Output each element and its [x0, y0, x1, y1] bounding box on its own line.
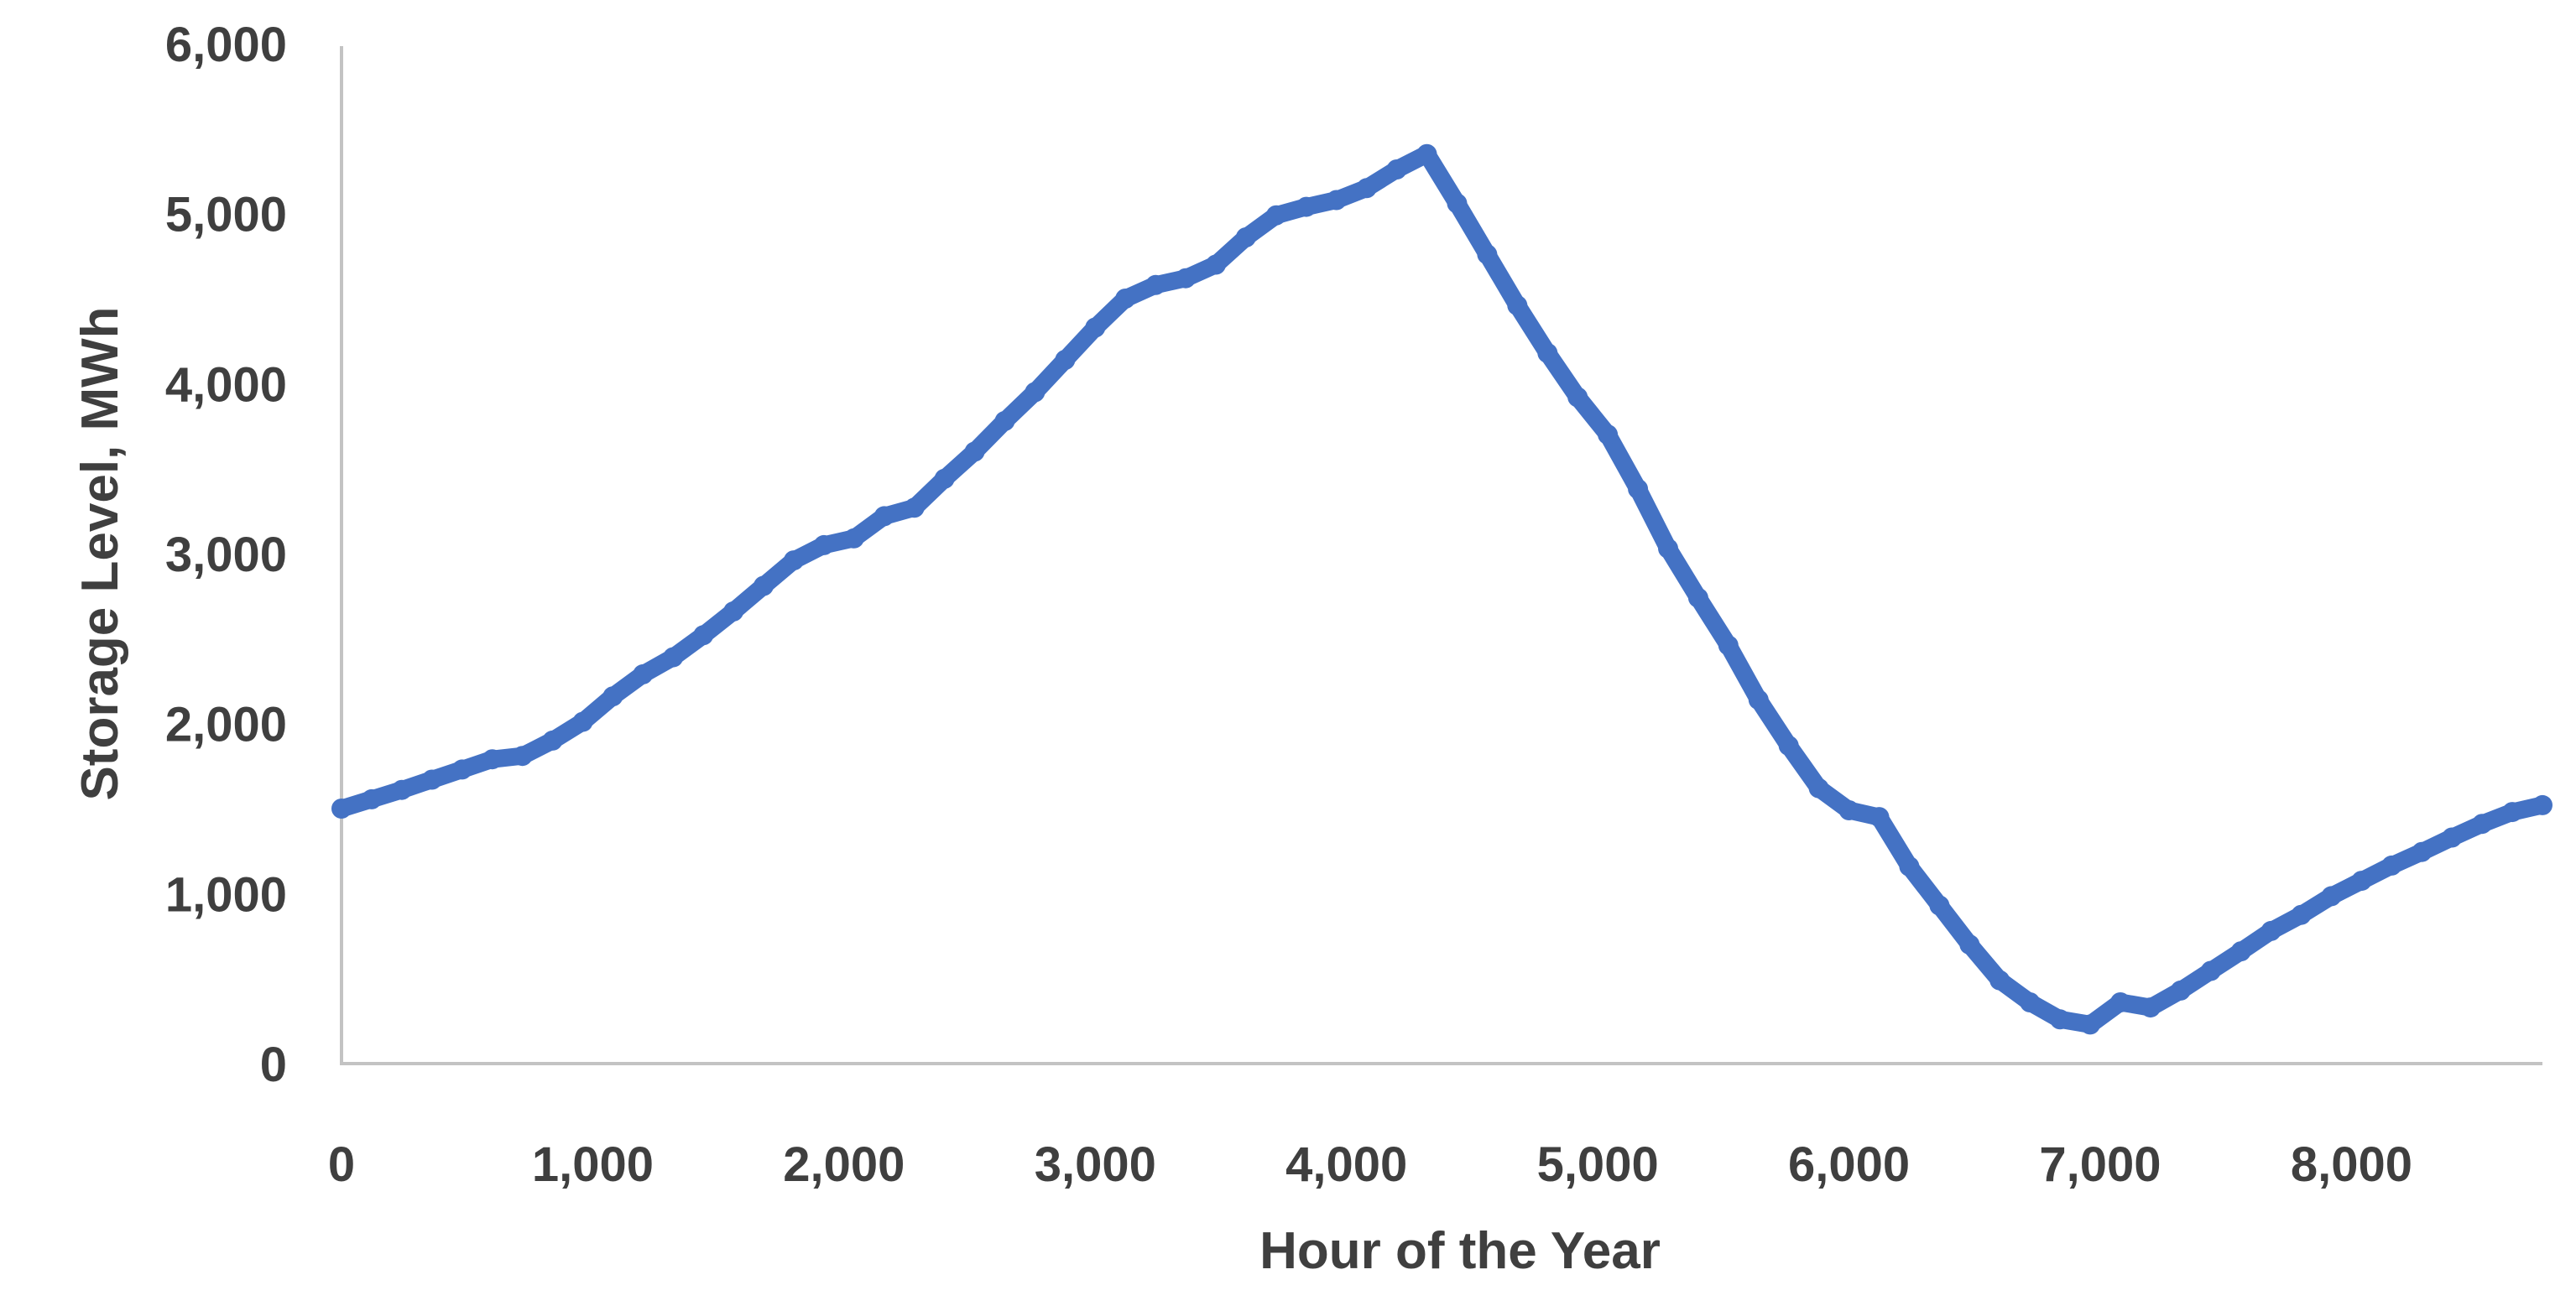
y-tick-label: 4,000: [165, 357, 287, 412]
series-marker: [1838, 800, 1859, 820]
series-marker: [2080, 1014, 2100, 1035]
series-marker: [331, 799, 352, 819]
series-marker: [1235, 227, 1256, 247]
series-marker: [2050, 1009, 2071, 1030]
series-marker: [633, 663, 654, 684]
series-marker: [1416, 143, 1437, 164]
series-marker: [421, 769, 442, 790]
series-marker: [1145, 274, 1166, 295]
series-marker: [784, 550, 804, 571]
y-axis-title: Storage Level, MWh: [71, 306, 129, 800]
y-tick-label: 6,000: [165, 18, 287, 72]
series-marker: [2140, 997, 2161, 1018]
x-tick-label: 3,000: [1035, 1137, 1156, 1192]
x-tick-label: 7,000: [2039, 1137, 2161, 1192]
series-marker: [2020, 992, 2041, 1012]
x-tick-label: 5,000: [1537, 1137, 1659, 1192]
series-marker: [994, 410, 1015, 431]
series-marker: [1025, 382, 1046, 403]
series-marker: [2472, 814, 2493, 835]
series-marker: [2442, 827, 2463, 848]
series-marker: [2351, 871, 2372, 892]
x-axis-title: Hour of the Year: [1259, 1222, 1661, 1280]
series-marker: [2230, 941, 2251, 962]
series-marker: [1115, 289, 1136, 309]
series-marker: [1477, 244, 1498, 265]
y-tick-label: 0: [260, 1038, 287, 1092]
series-marker: [1899, 856, 1920, 877]
y-tick-label: 2,000: [165, 698, 287, 752]
x-tick-label: 6,000: [1788, 1137, 1910, 1192]
series-marker: [2170, 980, 2191, 1001]
series-marker: [1085, 317, 1106, 338]
series-marker: [754, 575, 774, 596]
series-marker: [1869, 807, 1890, 828]
series-marker: [2200, 960, 2221, 981]
series-marker: [2412, 841, 2433, 862]
x-tick-label: 1,000: [532, 1137, 654, 1192]
series-marker: [391, 779, 412, 800]
series-marker: [1265, 205, 1286, 226]
series-marker: [1296, 196, 1317, 217]
y-tick-label: 5,000: [165, 188, 287, 242]
series-marker: [1748, 689, 1769, 710]
series-marker: [1537, 342, 1558, 363]
series-marker: [723, 601, 744, 622]
series-marker: [602, 686, 623, 707]
storage-level-series: [331, 143, 2553, 1035]
series-marker: [813, 534, 834, 555]
series-marker: [663, 647, 684, 668]
series-marker: [1718, 635, 1739, 656]
series-marker: [1356, 178, 1377, 199]
series-marker: [361, 788, 382, 809]
y-tick-label: 3,000: [165, 528, 287, 582]
series-marker: [1176, 268, 1197, 289]
series-marker: [2381, 855, 2402, 876]
series-marker: [2291, 904, 2312, 925]
y-axis-tick-labels: 0 1,000 2,000 3,000 4,000 5,000 6,000: [165, 18, 287, 1092]
series-marker: [482, 749, 503, 770]
series-marker: [1055, 350, 1076, 370]
series-marker: [1206, 254, 1226, 275]
series-marker: [1507, 295, 1528, 316]
series-marker: [873, 506, 894, 527]
series-marker: [1598, 424, 1619, 445]
series-marker: [1959, 934, 1980, 955]
series-marker: [1929, 895, 1950, 916]
series-marker: [1447, 193, 1468, 214]
x-axis-tick-labels: 0 1,000 2,000 3,000 4,000 5,000 6,000 7,000 8,00…: [328, 1137, 2412, 1192]
series-marker: [964, 441, 985, 462]
series-marker: [843, 528, 864, 549]
series-marker: [934, 468, 955, 489]
series-marker: [1386, 159, 1407, 180]
x-tick-label: 4,000: [1285, 1137, 1407, 1192]
series-line: [332, 145, 2552, 1033]
series-marker: [512, 746, 533, 767]
series-marker: [2502, 802, 2523, 823]
series-marker: [1628, 479, 1649, 499]
series-marker: [1687, 587, 1708, 608]
series-marker: [1567, 387, 1588, 408]
series-marker: [693, 625, 714, 646]
series-marker: [1778, 736, 1799, 756]
y-tick-label: 1,000: [165, 867, 287, 922]
series-marker: [1658, 538, 1678, 559]
series-marker: [1989, 970, 2010, 991]
series-marker: [572, 711, 593, 732]
x-tick-label: 8,000: [2291, 1137, 2412, 1192]
series-marker: [2321, 886, 2342, 907]
series-marker: [542, 730, 563, 751]
series-marker: [451, 759, 472, 780]
series-marker: [2110, 992, 2130, 1012]
x-tick-label: 0: [328, 1137, 355, 1192]
series-marker: [2532, 794, 2553, 815]
x-tick-label: 2,000: [783, 1137, 905, 1192]
series-marker: [1808, 778, 1829, 799]
series-marker: [2261, 920, 2281, 941]
series-marker: [904, 497, 925, 518]
series-marker: [1326, 190, 1347, 211]
